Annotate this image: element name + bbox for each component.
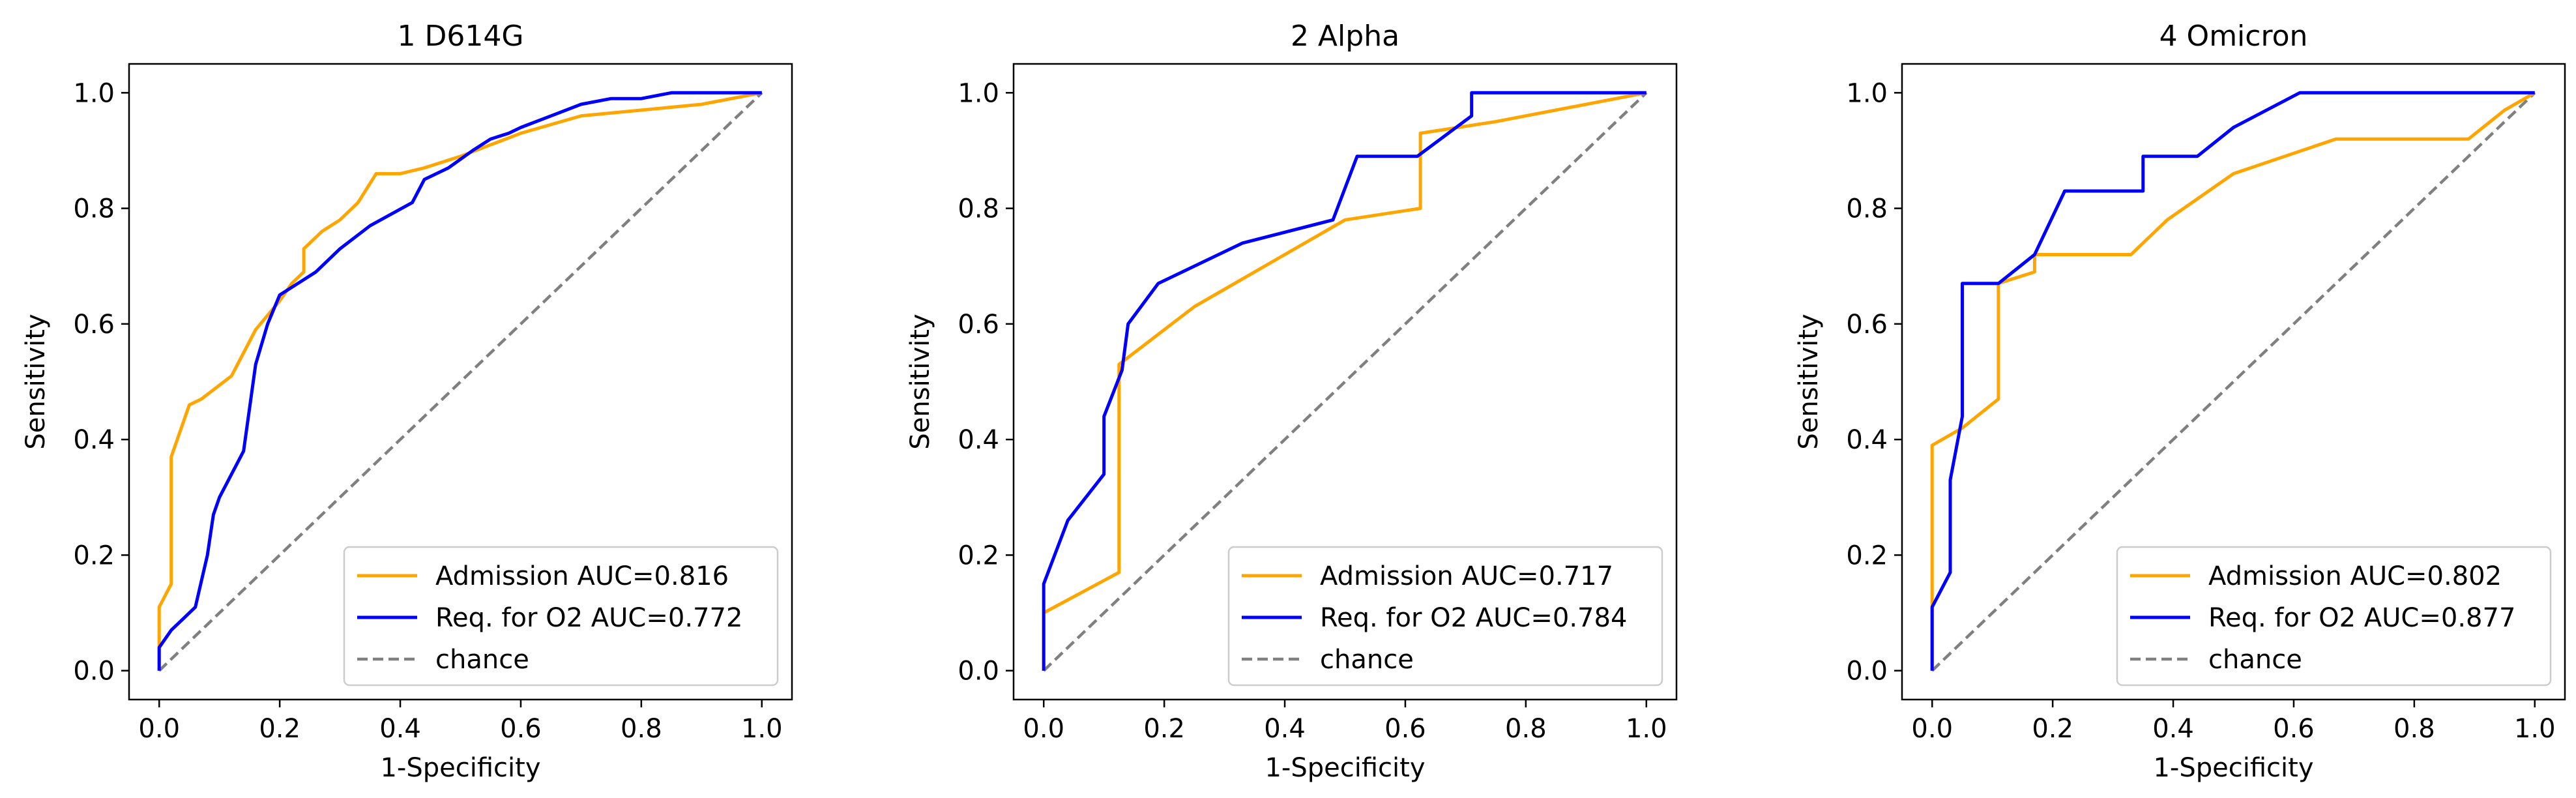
y-tick-label: 0.6 [73,310,115,340]
x-tick-label: 0.2 [1143,714,1185,744]
y-tick-label: 0.8 [73,194,115,224]
y-tick-label: 0.6 [958,310,999,340]
series-line-chance [158,91,763,672]
y-tick-label: 0.8 [958,194,999,224]
series-line-chance [1931,91,2536,672]
x-tick-label: 0.6 [2273,714,2315,744]
y-axis-label: Sensitivity [905,314,935,449]
x-tick-label: 0.0 [138,714,180,744]
chart-title: 1 D614G [398,20,524,53]
legend-label: chance [435,645,529,675]
x-tick-label: 1.0 [1626,714,1667,744]
series-line-admission [157,91,763,671]
legend-box [343,546,779,687]
x-tick-label: 1.0 [741,714,783,744]
x-axis-label: 1-Specificity [2153,753,2313,783]
legend-label: chance [2208,645,2302,675]
x-tick-label: 0.8 [2393,714,2435,744]
series-group [1042,91,1648,672]
series-line-o2 [1930,91,2535,671]
y-tick-label: 0.0 [958,657,999,687]
chart-panel-2: 2 Alpha 0.0 0.2 0.4 0.6 0.8 1.0 0.0 0.2 0.4 0.6 0.8… [905,20,1678,783]
y-axis-label: Sensitivity [21,314,51,449]
y-tick-label: 1.0 [958,78,999,108]
x-tick-label: 0.0 [1911,714,1953,744]
legend: Admission AUC=0.816 Req. for O2 AUC=0.772… [343,546,779,687]
x-tick-label: 0.6 [500,714,542,744]
y-tick-label: 0.2 [1846,540,1888,570]
x-axis-label: 1-Specificity [380,753,540,783]
legend-label: Admission AUC=0.816 [435,561,729,591]
series-line-admission [1930,91,2536,671]
legend-label: Req. for O2 AUC=0.877 [2208,603,2515,633]
y-axis-label: Sensitivity [1794,314,1824,449]
plot-frame [1901,63,2566,701]
legend-box [2116,546,2552,687]
series-group [157,91,763,672]
y-tick-label: 0.4 [1846,425,1888,455]
legend-label: Admission AUC=0.802 [2208,561,2502,591]
y-tick-label: 0.4 [73,425,115,455]
x-tick-label: 0.4 [379,714,421,744]
y-tick-label: 0.2 [958,540,999,570]
legend-label: chance [1320,645,1414,675]
x-tick-label: 0.6 [1384,714,1426,744]
y-tick-label: 0.6 [1846,310,1888,340]
series-line-o2 [1042,91,1647,671]
plot-frame [1012,63,1678,701]
x-tick-label: 0.2 [2032,714,2073,744]
series-line-o2 [157,91,762,671]
legend: Admission AUC=0.717 Req. for O2 AUC=0.784… [1227,546,1663,687]
series-line-chance [1042,91,1648,672]
chart-title: 2 Alpha [1291,20,1399,53]
y-tick-label: 1.0 [1846,78,1888,108]
y-tick-label: 0.0 [73,657,115,687]
chart-panel-3: 4 Omicron 0.0 0.2 0.4 0.6 0.8 1.0 0.0 0.2 0.4 0.6 0… [1794,20,2566,783]
y-tick-label: 0.2 [73,540,115,570]
x-tick-label: 1.0 [2514,714,2556,744]
legend-label: Req. for O2 AUC=0.784 [1320,603,1627,633]
x-tick-label: 0.0 [1023,714,1064,744]
y-tick-label: 1.0 [73,78,115,108]
x-tick-label: 0.4 [1264,714,1306,744]
y-tick-label: 0.8 [1846,194,1888,224]
legend-box [1227,546,1663,687]
series-group [1930,91,2536,672]
legend-label: Req. for O2 AUC=0.772 [435,603,742,633]
legend-label: Admission AUC=0.717 [1320,561,1613,591]
chart-title: 4 Omicron [2159,20,2308,53]
x-tick-label: 0.2 [259,714,300,744]
x-tick-label: 0.8 [1505,714,1547,744]
legend: Admission AUC=0.802 Req. for O2 AUC=0.877… [2116,546,2552,687]
y-tick-label: 0.0 [1846,657,1888,687]
x-tick-label: 0.8 [621,714,662,744]
chart-panel-1: 1 D614G 0.0 0.2 0.4 0.6 0.8 1.0 0.0 0.2 0.4 0.6 0.8… [21,20,793,783]
y-tick-label: 0.4 [958,425,999,455]
x-tick-label: 0.4 [2152,714,2194,744]
plot-frame [128,63,793,701]
x-axis-label: 1-Specificity [1265,753,1425,783]
